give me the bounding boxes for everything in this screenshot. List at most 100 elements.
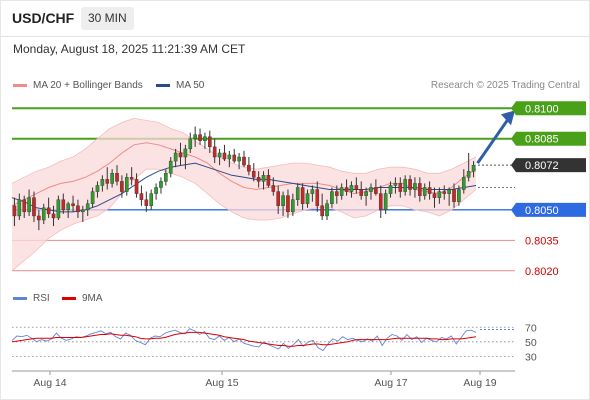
candle (51, 205, 56, 227)
candle-body (457, 189, 461, 202)
credit-text: Research © 2025 Trading Central (430, 80, 580, 91)
candle (76, 199, 80, 218)
candle (325, 199, 329, 221)
candle-body (217, 152, 222, 158)
candle-body (452, 189, 456, 202)
candle-body (349, 185, 354, 192)
candle-body (251, 171, 256, 178)
candle (281, 191, 285, 216)
candle-body (466, 171, 471, 178)
candle (173, 148, 178, 168)
candle (310, 185, 315, 202)
candle (418, 177, 422, 202)
candle (344, 179, 349, 196)
candle (291, 193, 295, 216)
candle-body (359, 189, 364, 196)
candle-body (212, 146, 217, 158)
candle-body (374, 187, 378, 194)
candle-body (154, 187, 158, 194)
candle (85, 199, 90, 216)
candle-body (266, 175, 271, 186)
candle-body (178, 152, 183, 158)
candle-body (256, 177, 261, 182)
candle (403, 175, 407, 196)
candle (413, 177, 417, 198)
candle-body (66, 203, 70, 211)
candle (168, 157, 173, 178)
legend-ma20: MA 20 + Bollinger Bands (13, 80, 143, 91)
legend-rsi9: 9MA (62, 293, 103, 304)
candle (271, 177, 276, 196)
candle (354, 177, 359, 194)
candle (183, 144, 188, 170)
candle-body (56, 199, 61, 219)
candle-body (188, 138, 193, 150)
legend-rsi-swatch (13, 296, 27, 300)
level-label-box (516, 158, 586, 173)
level-label-text: 0.8100 (525, 103, 559, 115)
candle-body (227, 154, 232, 160)
candle-body (291, 199, 295, 213)
projection-arrow-shaft (476, 118, 510, 165)
header-divider (0, 36, 590, 37)
level-label-pointer (511, 158, 516, 173)
rsi-line (11, 328, 477, 352)
candle (212, 138, 217, 164)
candle (46, 197, 51, 218)
candle-body (237, 156, 241, 162)
candle (27, 189, 31, 216)
candle (295, 183, 300, 206)
candle (95, 181, 100, 198)
candle-body (193, 134, 197, 139)
candle-body (422, 187, 427, 196)
candle-body (286, 195, 290, 213)
candle-body (203, 136, 207, 141)
candle-body (144, 199, 149, 206)
candle-body (281, 195, 285, 206)
legend-rsi-label: RSI (33, 293, 50, 304)
candle (251, 163, 256, 182)
legend-rsi: RSI (13, 293, 50, 304)
candle-body (393, 183, 398, 186)
candle-body (232, 154, 237, 162)
candle-body (134, 179, 139, 194)
candle (398, 177, 403, 198)
candle (154, 183, 158, 200)
candle (37, 209, 41, 231)
candle (432, 187, 437, 208)
candle-body (354, 185, 359, 190)
candle-body (110, 173, 114, 184)
candle-body (76, 205, 80, 213)
candle-body (344, 187, 349, 192)
candle (120, 175, 124, 198)
timeframe-badge[interactable]: 30 MIN (81, 7, 134, 30)
time-axis-label: Aug 14 (33, 377, 66, 389)
candle-body (398, 183, 403, 192)
candle (437, 187, 442, 204)
candle (41, 203, 46, 225)
candle-body (364, 191, 368, 196)
candle (227, 150, 232, 168)
candle (447, 187, 451, 206)
candle-body (408, 179, 412, 190)
candle-body (418, 183, 422, 196)
candle-body (85, 203, 90, 211)
candle-body (388, 185, 393, 194)
rsi-9ma-line (11, 331, 477, 347)
candles (12, 126, 476, 231)
candle (383, 189, 388, 214)
candle-body (427, 187, 432, 194)
candle-body (120, 181, 124, 192)
chart-header: USD/CHF 30 MIN (0, 0, 590, 36)
candle (261, 171, 266, 190)
candle-body (447, 189, 451, 194)
candle (149, 189, 154, 210)
candle (427, 181, 432, 200)
candle-body (330, 191, 334, 204)
legend-rsi9-label: 9MA (82, 293, 103, 304)
candle (339, 183, 344, 200)
candle (369, 183, 373, 200)
candle (232, 148, 237, 164)
candle-body (369, 187, 373, 192)
